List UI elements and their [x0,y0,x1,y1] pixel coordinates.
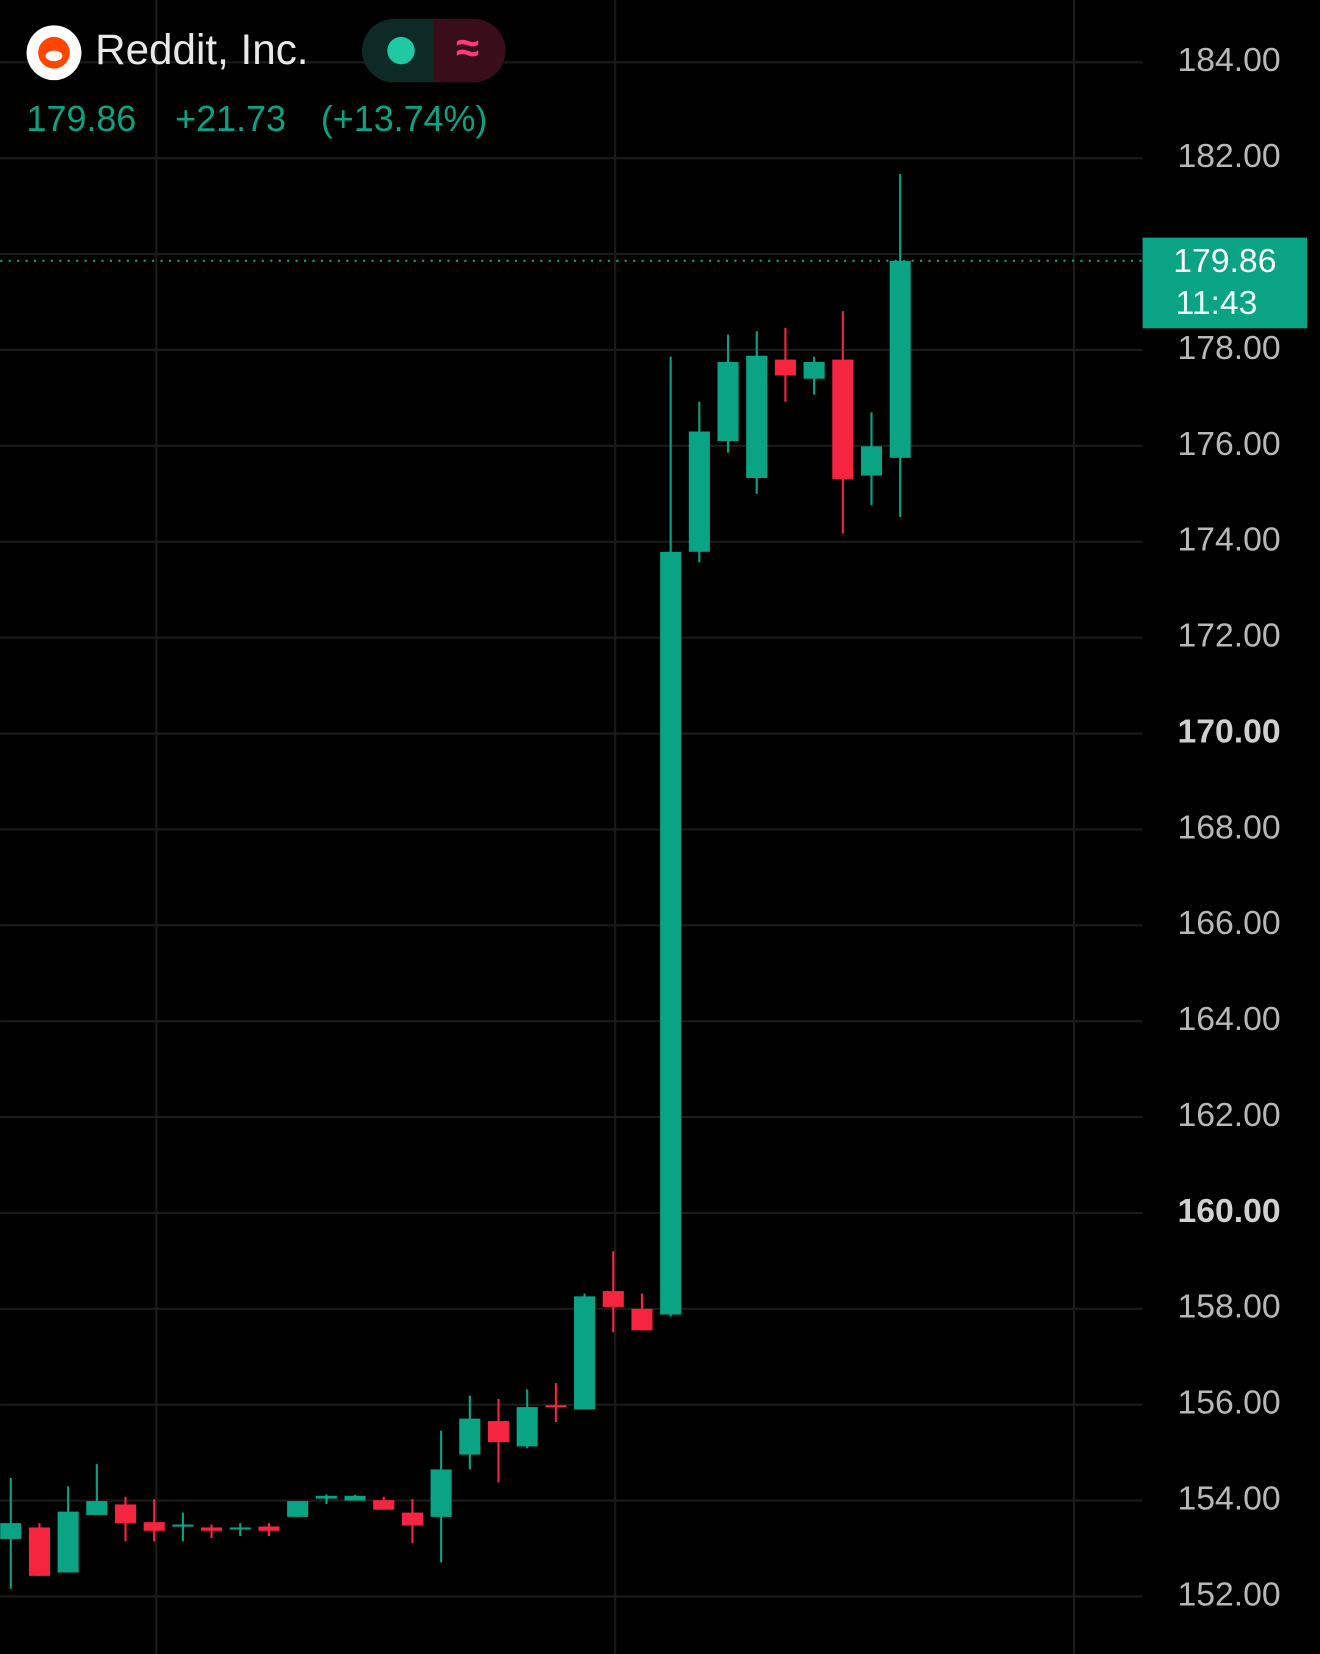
candle-body [401,1512,423,1526]
toggle-icon: ≈ [456,24,479,71]
y-tick-label: 170.00 [1177,712,1280,750]
candle-body [688,431,710,552]
title: Reddit, Inc. [95,26,308,73]
candle-body [344,1495,366,1501]
candle-body [430,1469,452,1517]
candle-body [28,1527,50,1576]
candle-body [57,1511,79,1573]
candles [0,174,911,1589]
candle-body [315,1495,337,1499]
y-tick-label: 184.00 [1177,41,1280,79]
candle-body [373,1500,395,1510]
candle-body [0,1523,22,1539]
y-tick-label: 178.00 [1177,329,1280,367]
y-tick-label: 156.00 [1177,1384,1280,1422]
candle-body [717,361,739,442]
y-tick-label: 162.00 [1177,1096,1280,1134]
candle-body [574,1296,596,1410]
header: Reddit, Inc. ≈ 179.86 +21.73 (+13.74%) [26,18,506,139]
toggle-right [433,18,506,83]
overlay: 152.00 154.00 156.00 158.00 160.00 162.00 164.… [0,41,1308,1613]
candle-body [258,1526,280,1531]
y-tick-label: 166.00 [1177,904,1280,942]
y-tick-label: 168.00 [1177,808,1280,846]
candle-body [459,1418,481,1455]
candle-body [545,1405,567,1408]
candle-body [487,1421,510,1443]
candle-body [86,1501,108,1515]
candle-body [229,1527,251,1530]
y-tick-label: 160.00 [1177,1192,1280,1230]
candle-body [746,355,768,478]
price-tag [1142,237,1308,329]
y-tick-label: 164.00 [1177,1000,1280,1038]
candle-body [287,1501,309,1517]
last-price: 179.86 [27,99,137,139]
change-pct: (+13.74%) [321,99,487,139]
grid [0,0,1143,1654]
candle-body [602,1291,624,1307]
candle-body [860,446,883,476]
toggle-dot [387,36,415,65]
candle-body [172,1524,194,1527]
candle-body [660,551,682,1315]
y-tick-label: 158.00 [1177,1288,1280,1326]
y-tick-label: 172.00 [1177,617,1280,655]
change: +21.73 [175,99,286,139]
y-tick-label: 176.00 [1177,425,1280,463]
price-tag-time: 11:43 [1175,284,1257,322]
candle-body [631,1308,653,1331]
y-tick-label: 154.00 [1177,1480,1280,1518]
y-tick-label: 174.00 [1177,521,1280,559]
candle-body [832,359,854,479]
y-tick-label: 182.00 [1177,137,1280,175]
candle-body [889,260,911,458]
candle-body [114,1504,137,1524]
candle-body [803,361,825,379]
candle-body [516,1407,538,1447]
candle-body [201,1527,223,1531]
candle-body [774,359,796,376]
candle-body [143,1522,165,1531]
price-tag-value: 179.86 [1173,242,1276,280]
y-tick-label: 152.00 [1177,1575,1280,1613]
logo-face [45,50,63,62]
